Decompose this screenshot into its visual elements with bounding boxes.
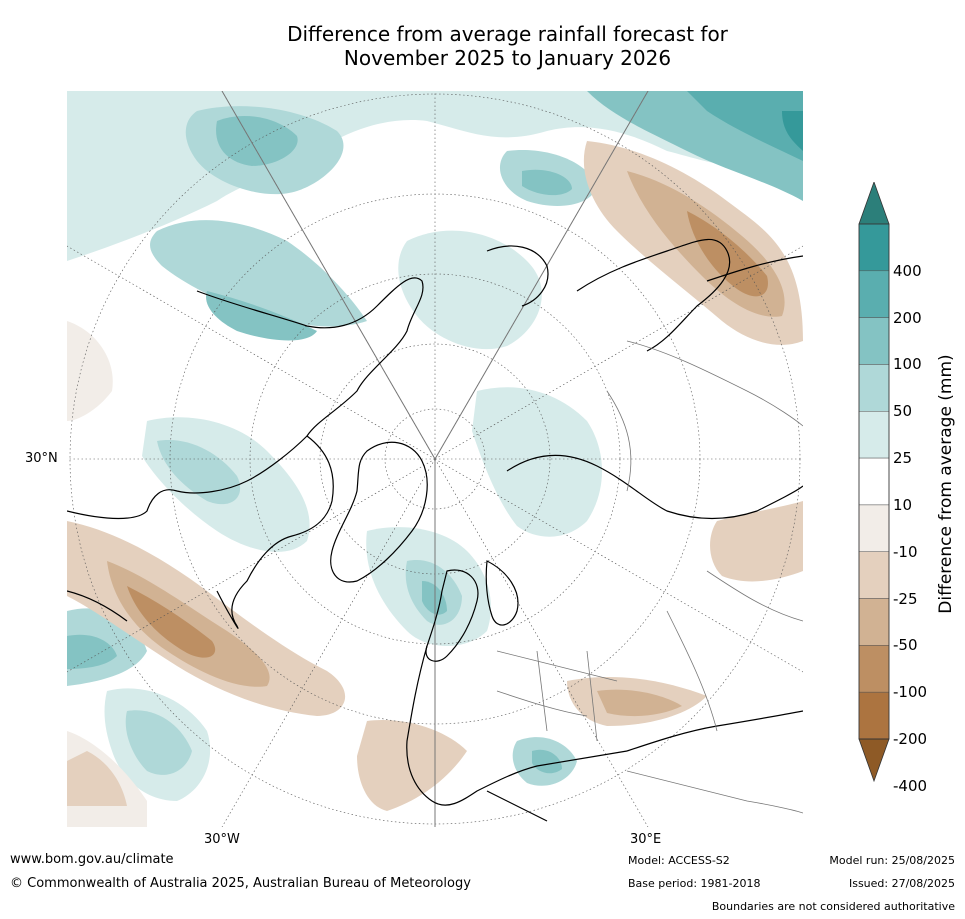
colorbar-bin [858,270,890,318]
country-borders [496,340,803,814]
forecast-map [67,91,803,827]
colorbar-bin [858,457,890,506]
colorbar-tick-label: 50 [893,402,913,421]
copyright-text: © Commonwealth of Australia 2025, Austra… [10,876,471,891]
colorbar-title: Difference from average (mm) [936,354,956,614]
colorbar-tick-label: 25 [893,449,913,468]
colorbar-tick-label: 10 [893,495,913,514]
colorbar-tick-label: -400 [893,776,928,795]
colorbar-bin [858,411,890,459]
title-line-1: Difference from average rainfall forecas… [287,22,728,46]
wet-anomaly-regions [67,91,803,801]
colorbar [858,182,890,782]
colorbar-bin [858,317,890,365]
colorbar-bin [858,223,890,272]
colorbar-tick-label: 400 [893,261,922,280]
colorbar-tick-label: -25 [893,589,918,608]
colorbar-bin [858,645,890,693]
coastlines [67,238,803,822]
colorbar-bin [858,551,890,599]
base-period-text: Base period: 1981-2018 [628,877,761,890]
lon-label-30w: 30°W [204,832,240,847]
website-link[interactable]: www.bom.gov.au/climate [10,852,174,867]
issued-text: Issued: 27/08/2025 [848,877,955,890]
colorbar-bin [858,598,890,646]
colorbar-bin [858,691,890,740]
colorbar-bin [858,364,890,412]
meridians [221,91,649,827]
model-run-text: Model run: 25/08/2025 [829,854,955,867]
title-line-2: November 2025 to January 2026 [343,46,672,70]
model-text: Model: ACCESS-S2 [628,854,730,867]
colorbar-tick-label: -200 [893,730,928,748]
lat-label-30n: 30°N [25,451,58,466]
chart-title: Difference from average rainfall forecas… [0,22,965,70]
colorbar-tick-label: -50 [893,636,918,655]
colorbar-tick-label: 200 [893,308,922,327]
colorbar-tick-label: -10 [893,542,918,561]
colorbar-bin [858,504,890,552]
colorbar-tick-label: 100 [893,355,922,374]
colorbar-tick-label: -100 [893,683,928,702]
colorbar-bins [858,223,890,740]
map-svg [67,91,803,827]
lon-label-30e: 30°E [630,832,662,847]
disclaimer-text: Boundaries are not considered authoritat… [711,900,955,913]
